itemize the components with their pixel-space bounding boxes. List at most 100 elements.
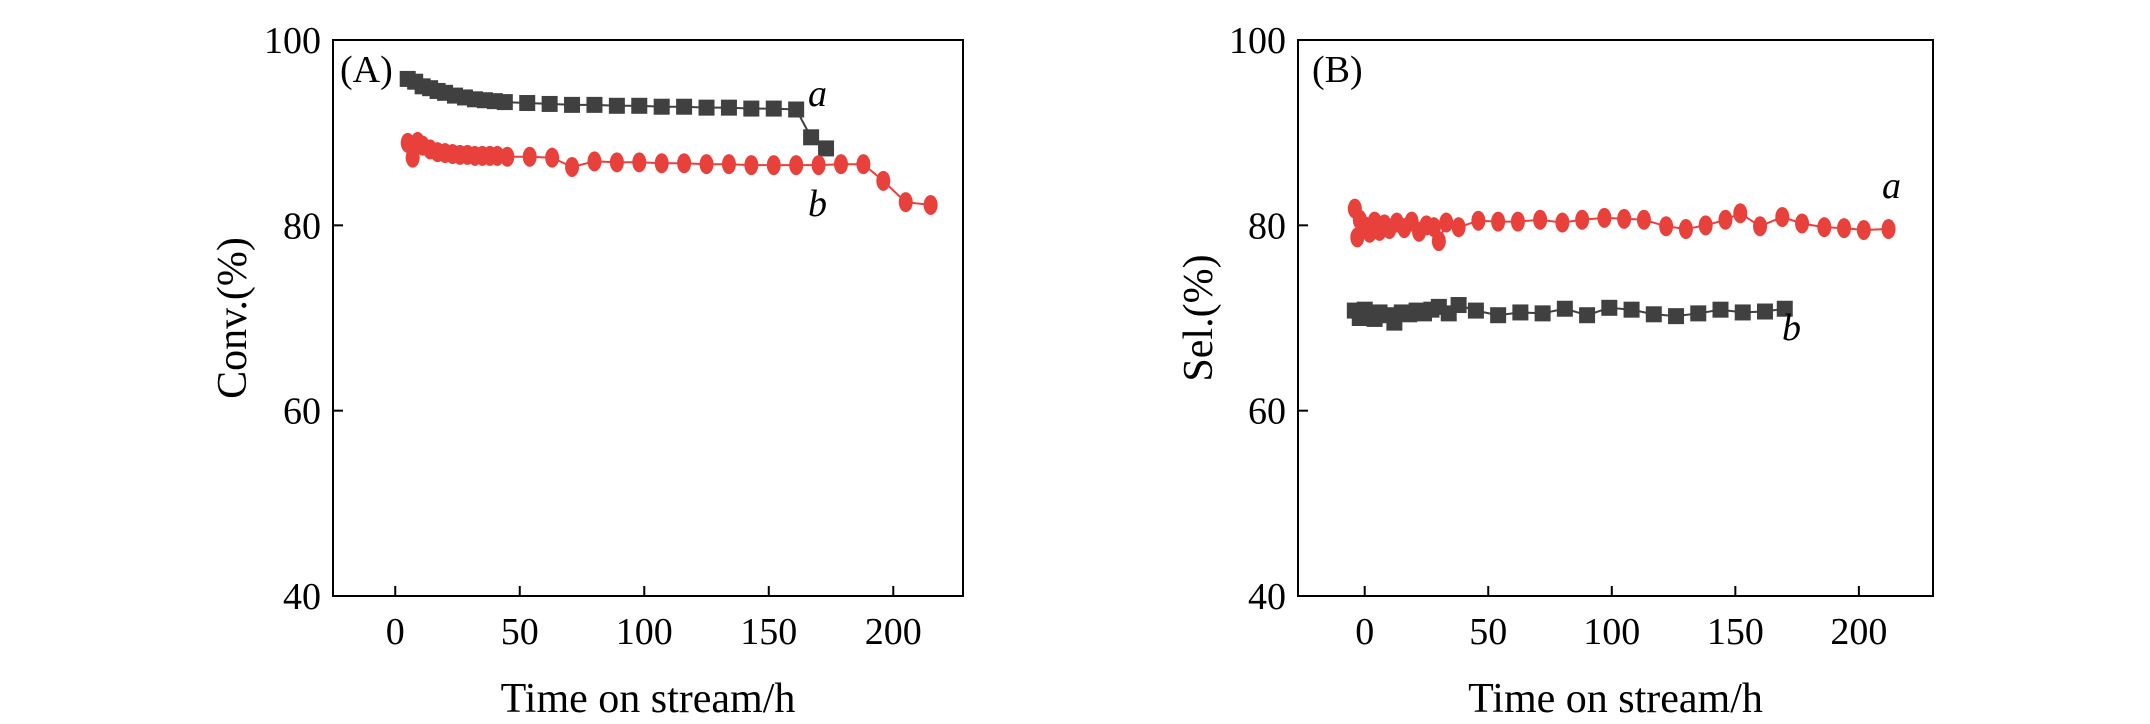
panel-b-x-tick-label: 150 — [1707, 611, 1764, 653]
panel-a-series-b-point — [587, 151, 602, 172]
panel-b-series-a-point — [1579, 307, 1596, 324]
panel-b-series-a-point — [1467, 302, 1484, 319]
panel-a-series-b-point — [744, 155, 759, 176]
panel-b-y-tick-label: 40 — [1248, 576, 1286, 618]
panel-b-series-b-point — [1510, 211, 1525, 232]
panel-b-series-b-point — [1597, 207, 1612, 228]
panel-a-series-b-point — [632, 152, 647, 173]
panel-b-series-a-label: a — [1882, 165, 1901, 207]
panel-a-x-axis-title: Time on stream/h — [501, 676, 796, 722]
panel-b-series-b-point — [1575, 209, 1590, 230]
panel-b-series-a — [1346, 297, 1793, 331]
panel-b-series-b-point — [1678, 219, 1693, 240]
panel-b-x-tick-label: 200 — [1830, 611, 1887, 653]
panel-a-x-tick-label: 150 — [740, 611, 797, 653]
panel-b-series-b-label: b — [1782, 307, 1801, 349]
panel-b-x-axis-title: Time on stream/h — [1468, 676, 1763, 722]
panel-b-series-a-point — [1623, 301, 1640, 318]
panel-b-series-b-point — [1659, 216, 1674, 237]
panel-a-y-tick-label: 100 — [264, 20, 321, 62]
panel-a-series-a-label: a — [808, 73, 827, 115]
panel-a-x-tick-label: 100 — [616, 611, 673, 653]
panel-a-series-b-point — [856, 154, 871, 175]
panel-a-y-tick-label: 80 — [283, 205, 321, 247]
panel-b-x-tick-label: 0 — [1355, 611, 1374, 653]
panel-a-series-b-point — [898, 192, 913, 213]
panel-a-series-a-point — [818, 140, 835, 157]
panel-a-series-b-point — [522, 146, 537, 167]
panel-a-series-b-point — [405, 147, 420, 168]
panel-b-y-tick-label: 100 — [1229, 20, 1286, 62]
panel-b-series-b-point — [1439, 212, 1454, 233]
panel-b-series-b-point — [1775, 206, 1790, 227]
panel-a-series-a-point — [496, 94, 513, 111]
panel-b-series-b-point — [1881, 219, 1896, 240]
panel-a-conversion: 0 50 100 150 200 40 60 80 100 (A) Time on stream/h… — [210, 20, 964, 722]
panel-b-series-b-point — [1491, 211, 1506, 232]
panel-b-y-tick-label: 60 — [1248, 391, 1286, 433]
panel-a-series-a-point — [541, 95, 558, 112]
panel-b-series-a-point — [1776, 300, 1793, 317]
panel-a-series-a-point — [676, 98, 693, 115]
panel-b-series-a-point — [1556, 300, 1573, 317]
panel-b-series-a-point — [1756, 303, 1773, 320]
panel-a-series-a-point — [564, 96, 581, 113]
panel-b-series-a-point — [1645, 306, 1662, 323]
panel-b-series-b-point — [1451, 217, 1466, 238]
panel-a-series-b-point — [923, 194, 938, 215]
panel-b-x-tick-label: 50 — [1469, 611, 1507, 653]
panel-b-series-a-point — [1690, 305, 1707, 322]
panel-a-series-b-point — [721, 154, 736, 175]
panel-a-series-b — [400, 131, 938, 215]
panel-b-series-a-point — [1534, 305, 1551, 322]
panel-b-series-b-point — [1718, 209, 1733, 230]
panel-a-series-a-point — [631, 97, 648, 114]
panel-a-series-b-point — [400, 132, 415, 153]
panel-b-series-b-point — [1698, 215, 1713, 236]
panel-b-series-b-point — [1431, 231, 1446, 252]
panel-a-series-b-label: b — [808, 183, 827, 225]
panel-a-series-b-point — [876, 170, 891, 191]
panel-b-series-b-point — [1753, 216, 1768, 237]
panel-b-series-a-point — [1512, 304, 1529, 321]
panel-a-series-a-point — [743, 100, 760, 117]
panel-b-x-tick-label: 100 — [1583, 611, 1640, 653]
panel-a-series-b-point — [500, 146, 515, 167]
panel-b-selectivity: 0 50 100 150 200 40 60 80 100 (B) Time on stream/h… — [1176, 20, 1934, 722]
panel-a-series-a-point — [720, 99, 737, 116]
panel-a-series-a-point — [788, 101, 805, 118]
panel-a-series-b-point — [811, 155, 826, 176]
panel-a-series-a-point — [653, 98, 670, 115]
panel-a-series-a-point — [765, 100, 782, 117]
panel-b-series-a-point — [1668, 308, 1685, 325]
panel-a-x-tick-label: 50 — [501, 611, 539, 653]
panel-a-plot-frame — [332, 39, 964, 597]
panel-b-series-b-point — [1471, 210, 1486, 231]
panel-a-series-a-point — [519, 95, 536, 112]
panel-b-series-a-point — [1490, 307, 1507, 324]
panel-a-series-a — [399, 70, 835, 157]
panel-b-series-b-point — [1636, 209, 1651, 230]
panel-a-series-b-point — [490, 145, 505, 166]
panel-a-series-a-point — [698, 99, 715, 116]
panel-b-series-b-point — [1533, 209, 1548, 230]
panel-a-y-tick-label: 40 — [283, 576, 321, 618]
panel-b-series-b-point — [1617, 208, 1632, 229]
panel-b-series-b-point — [1817, 217, 1832, 238]
panel-b-series-a-point — [1601, 299, 1618, 316]
panel-b-series-b-point — [1733, 203, 1748, 224]
panel-b-series-b — [1347, 198, 1896, 252]
panel-a-series-b-point — [565, 156, 580, 177]
panel-b-y-tick-label: 80 — [1248, 205, 1286, 247]
panel-a-series-b-point — [677, 153, 692, 174]
panel-a-series-b-point — [833, 154, 848, 175]
panel-b-series-a-point — [1734, 304, 1751, 321]
panel-a-y-tick-label: 60 — [283, 391, 321, 433]
panel-a-series-b-point — [654, 153, 669, 174]
panel-a-series-b-point — [766, 155, 781, 176]
panel-a-series-b-point — [789, 155, 804, 176]
panel-b-series-b-point — [1795, 213, 1810, 234]
panel-a-label: (A) — [340, 49, 393, 91]
panel-b-plot-frame — [1297, 39, 1934, 597]
